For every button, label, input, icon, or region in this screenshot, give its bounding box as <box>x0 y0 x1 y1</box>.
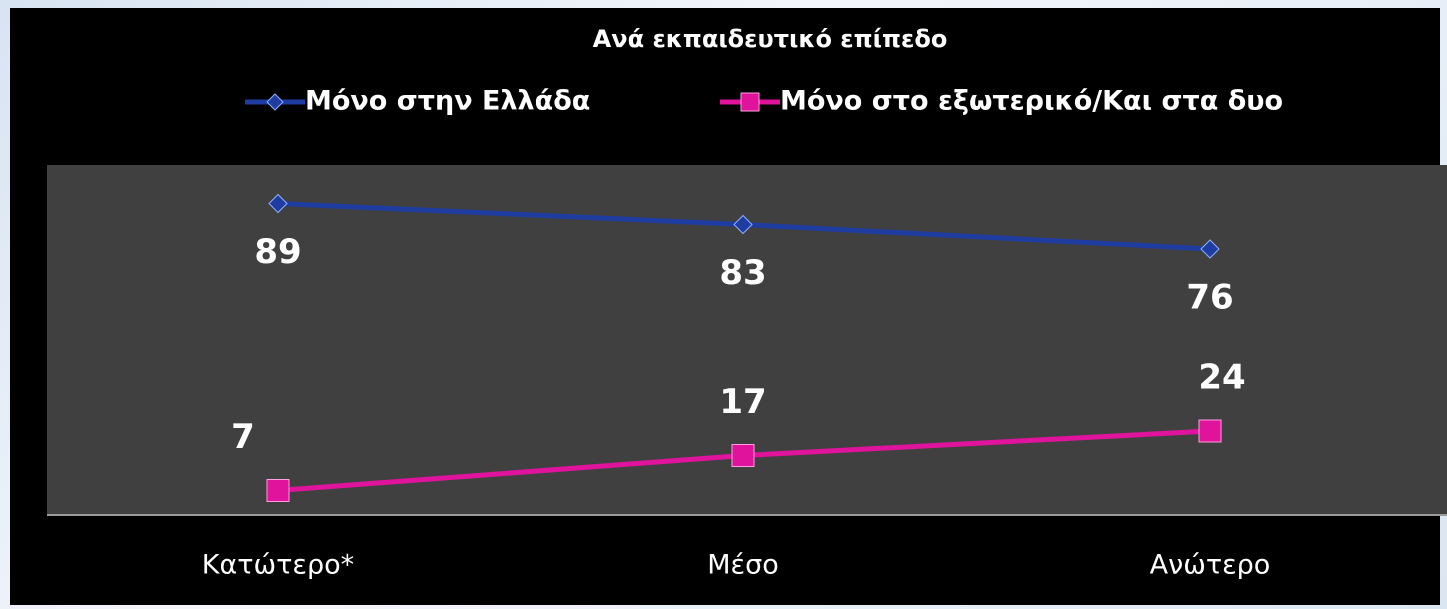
legend-marker <box>740 92 760 112</box>
data-label: 17 <box>719 382 766 422</box>
data-label: 83 <box>719 253 766 293</box>
data-point <box>1200 239 1220 259</box>
legend-marker <box>266 93 284 111</box>
data-point <box>733 214 753 235</box>
legend-label: Μόνο στην Ελλάδα <box>305 86 590 117</box>
legend-label: Μόνο στο εξωτερικό/Και στα δυο <box>780 86 1283 117</box>
data-label: 89 <box>254 232 301 272</box>
data-label: 24 <box>1198 358 1245 398</box>
x-tick-label: Κατώτερο* <box>202 550 354 581</box>
data-label: 76 <box>1186 278 1233 318</box>
data-point <box>268 193 288 214</box>
data-label: 7 <box>231 417 255 457</box>
data-point <box>266 479 290 502</box>
x-tick-label: Μέσο <box>707 550 779 581</box>
data-point <box>1198 419 1222 443</box>
chart-title: Ανά εκπαιδευτικό επίπεδο <box>593 25 948 53</box>
data-point <box>731 444 755 467</box>
x-tick-label: Ανώτερο <box>1150 550 1271 581</box>
